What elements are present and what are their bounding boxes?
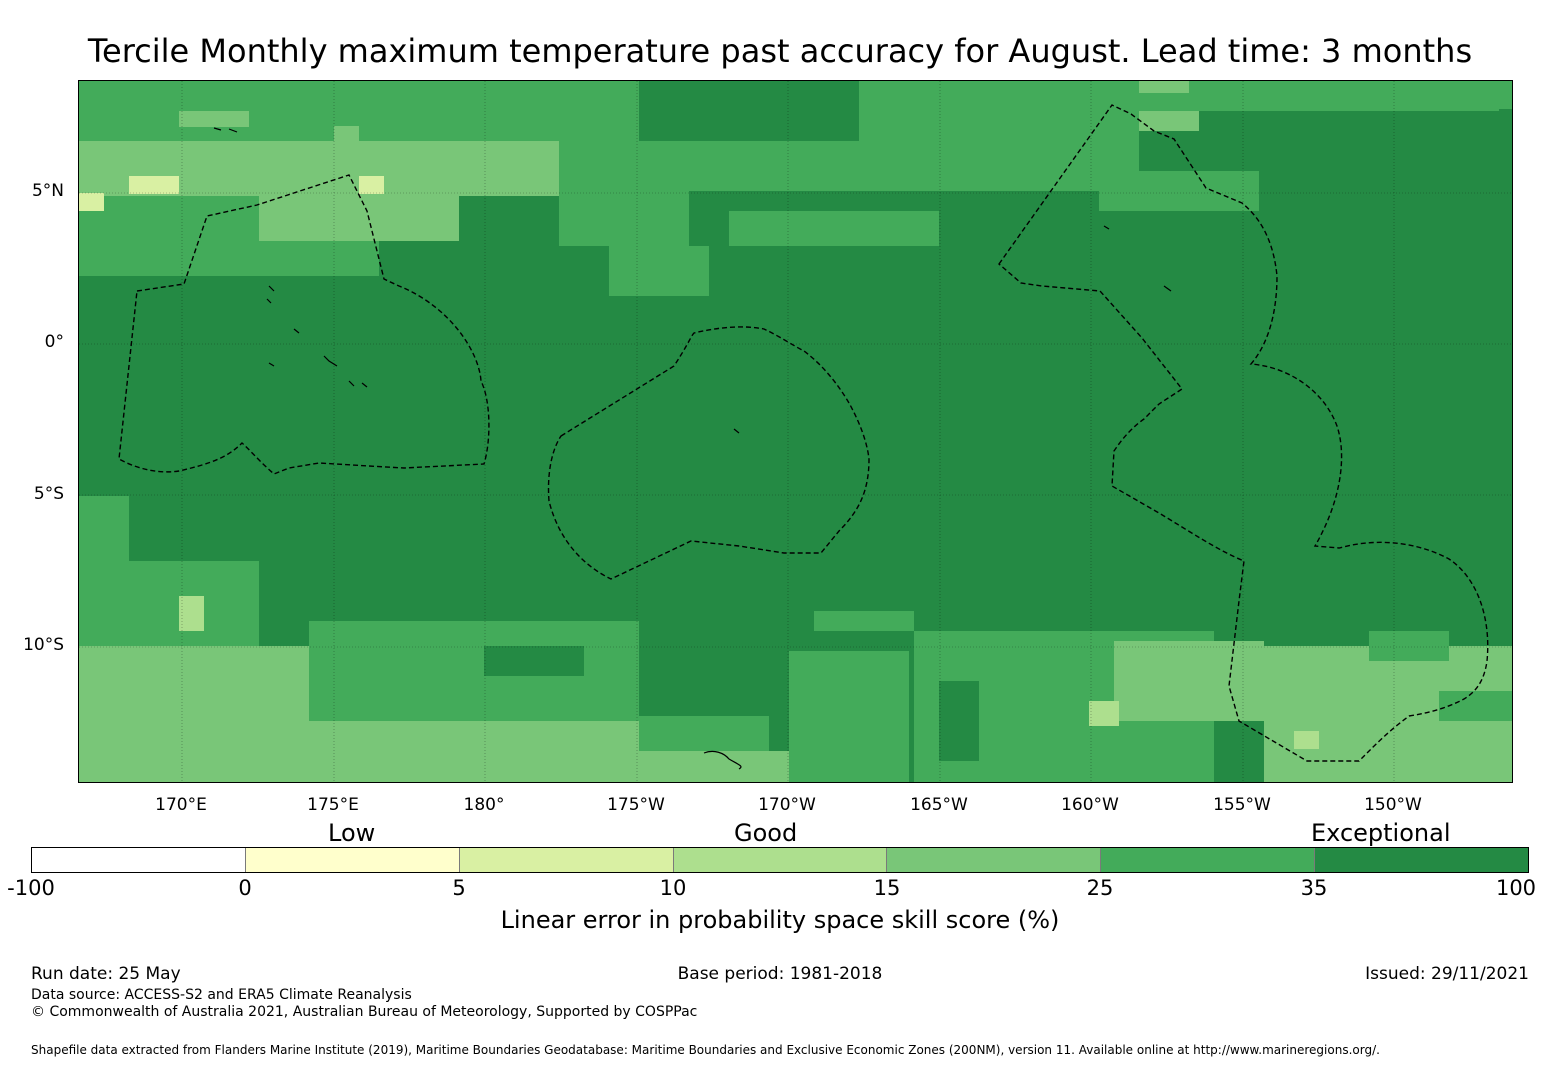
color-bar-tick-35: 35	[1300, 876, 1328, 900]
eez-boundary-east	[998, 104, 1489, 762]
color-bar-tick-25: 25	[1086, 876, 1114, 900]
eez-boundary-central	[547, 326, 870, 580]
region-good-south-east-c	[1369, 631, 1449, 661]
region-good-mid-south-west	[79, 646, 309, 782]
region-good-north-east-d	[1099, 171, 1259, 211]
legend-category-good: Good	[734, 819, 798, 847]
color-bar-segment-5-10	[459, 848, 674, 872]
color-bar-tick-100: 100	[1495, 876, 1537, 900]
region-good-low-south-east-b	[1089, 701, 1119, 726]
island-11	[1103, 225, 1110, 230]
color-bar-tick-5: 5	[452, 876, 466, 900]
region-good-north-central-b	[559, 191, 689, 246]
region-exc-south-east-patch	[939, 681, 979, 761]
color-bar-tick-0: 0	[238, 876, 252, 900]
lat-label-5n: 5°N	[31, 181, 64, 201]
island-5	[361, 382, 368, 388]
lon-label-170w: 170°W	[758, 795, 816, 815]
island-10	[1163, 285, 1172, 292]
region-low-north-c	[359, 176, 384, 194]
color-bar	[31, 847, 1529, 873]
region-good-light-nw3	[334, 126, 359, 166]
chart-title: Tercile Monthly maximum temperature past…	[87, 32, 1473, 70]
lon-label-175e: 175°E	[307, 795, 359, 815]
color-bar-tick-minus100: -100	[7, 876, 55, 900]
region-good-low-south-west	[179, 596, 204, 631]
island-3	[323, 355, 338, 367]
skill-map	[79, 81, 1512, 782]
region-good-mid-south-east	[1114, 641, 1264, 721]
region-good-light-north	[259, 196, 459, 241]
issued-date: Issued: 29/11/2021	[1365, 964, 1529, 984]
lat-label-5s: 5°S	[33, 484, 64, 504]
region-good-light-nw2	[179, 111, 249, 127]
island-9	[703, 750, 742, 770]
color-bar-segment-10-15	[673, 848, 888, 872]
island-7	[266, 285, 275, 304]
lon-label-150w: 150°W	[1364, 795, 1422, 815]
legend-category-low: Low	[328, 819, 376, 847]
region-good-north-central-c	[609, 246, 709, 296]
island-6	[213, 127, 238, 133]
region-good-low-south-east	[1294, 731, 1319, 749]
lon-label-180: 180°	[463, 795, 505, 815]
eez-boundaries	[118, 104, 1489, 762]
islands	[213, 127, 1172, 770]
lon-label-155w: 155°W	[1213, 795, 1271, 815]
color-bar-tick-10: 10	[659, 876, 687, 900]
color-bar-tick-15: 15	[873, 876, 901, 900]
region-good-mid-south-central	[309, 721, 639, 782]
region-good-north-east-c	[1139, 111, 1199, 131]
lat-label-10s: 10°S	[23, 635, 64, 655]
island-4	[348, 380, 355, 387]
lat-label-0: 0°	[44, 332, 64, 352]
graticule	[79, 81, 1512, 782]
copyright: © Commonwealth of Australia 2021, Austra…	[31, 1004, 698, 1020]
color-bar-segment-negative	[32, 848, 246, 872]
legend-category-exceptional: Exceptional	[1311, 819, 1451, 847]
shapefile-credit: Shapefile data extracted from Flanders M…	[31, 1043, 1380, 1057]
color-bar-segment-35-100	[1315, 848, 1529, 872]
lon-label-175w: 175°W	[607, 795, 665, 815]
data-source: Data source: ACCESS-S2 and ERA5 Climate …	[31, 987, 412, 1003]
map-area	[78, 80, 1513, 783]
run-date: Run date: 25 May	[31, 964, 181, 984]
region-good-light-ne	[1139, 81, 1189, 93]
region-good-south-central-c	[789, 651, 909, 782]
color-bar-label: Linear error in probability space skill …	[500, 906, 1060, 934]
region-low-north-b	[79, 193, 104, 211]
color-bar-segment-25-35	[1101, 848, 1316, 872]
eez-boundary-west	[118, 174, 490, 475]
island-1	[268, 362, 275, 367]
region-good-north-east-b	[859, 111, 1139, 191]
color-bar-segment-0-5	[245, 848, 460, 872]
lon-label-160w: 160°W	[1061, 795, 1119, 815]
region-exc-south-patch	[484, 646, 584, 676]
island-8	[733, 428, 740, 434]
region-good-south-east-d	[1439, 691, 1512, 721]
island-2	[293, 328, 300, 334]
region-good-edge	[1499, 81, 1512, 109]
region-good-south-central-d	[814, 611, 914, 631]
lon-label-170e: 170°E	[155, 795, 207, 815]
base-period: Base period: 1981-2018	[677, 964, 883, 984]
region-low-north	[129, 176, 179, 194]
region-good-north-central-d	[729, 211, 939, 246]
color-bar-segment-15-25	[887, 848, 1102, 872]
lon-label-165w: 165°W	[910, 795, 968, 815]
